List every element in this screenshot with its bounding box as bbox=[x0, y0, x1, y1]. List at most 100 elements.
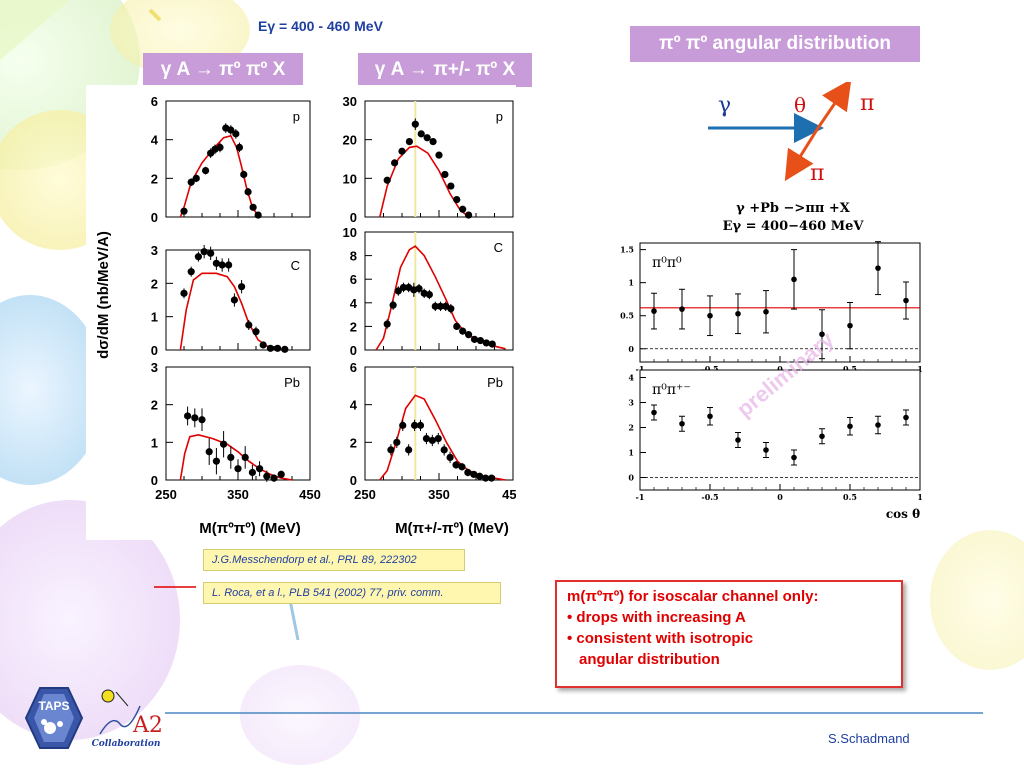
data-point bbox=[875, 422, 881, 428]
x-tick-label: -0.5 bbox=[701, 364, 718, 374]
panel-label-pipm-pi0: γ A → π+/- πº X bbox=[358, 53, 532, 87]
y-tick-label: 8 bbox=[350, 249, 357, 264]
data-point bbox=[263, 472, 271, 480]
y-tick-label: 2 bbox=[628, 423, 634, 433]
channel-label: π⁰π⁺⁻ bbox=[652, 382, 691, 398]
data-point bbox=[235, 143, 244, 151]
data-point bbox=[387, 446, 395, 454]
data-point bbox=[207, 249, 215, 257]
data-point bbox=[232, 130, 240, 138]
data-point bbox=[202, 167, 210, 175]
data-point bbox=[259, 341, 267, 349]
data-point bbox=[249, 203, 257, 211]
theta-symbol: θ bbox=[794, 93, 806, 117]
data-point bbox=[252, 328, 260, 336]
panel-label-pi0pi0: γ A → πº πº X bbox=[143, 53, 303, 87]
data-point bbox=[476, 472, 484, 480]
panel-frame bbox=[364, 100, 514, 218]
reference-messchendorp: J.G.Messchendorp et al., PRL 89, 222302 bbox=[203, 549, 465, 571]
data-point bbox=[180, 289, 188, 297]
data-point bbox=[435, 151, 443, 159]
data-point bbox=[422, 434, 431, 443]
data-point bbox=[447, 305, 455, 313]
data-point bbox=[464, 468, 472, 477]
angular-frame bbox=[639, 369, 921, 491]
data-point bbox=[227, 453, 235, 461]
data-point bbox=[791, 454, 797, 461]
data-point bbox=[431, 302, 439, 310]
data-point bbox=[707, 312, 713, 319]
data-point bbox=[184, 412, 192, 420]
nucleus-label: p bbox=[496, 109, 503, 124]
data-point bbox=[459, 327, 467, 335]
theory-legend-line bbox=[154, 586, 196, 588]
y-tick-label: 0 bbox=[628, 344, 634, 354]
data-point bbox=[277, 470, 285, 478]
data-point bbox=[220, 440, 228, 448]
angular-x-label: cos θ bbox=[886, 507, 920, 521]
data-point bbox=[465, 331, 473, 339]
data-point bbox=[398, 147, 406, 155]
data-point bbox=[465, 211, 473, 219]
pion-arrow-down bbox=[784, 127, 820, 182]
y-tick-label: 3 bbox=[151, 243, 158, 258]
panel-pb-4: 0 1 2 3 250 350 450 Pb bbox=[151, 360, 321, 502]
data-point bbox=[191, 414, 199, 422]
angular-panel-1: 0 1 2 3 4 -1 -0.5 0 0.5 1 π⁰π⁺⁻ bbox=[628, 369, 923, 502]
pi-symbol-bottom: π bbox=[810, 161, 824, 186]
data-point bbox=[274, 344, 282, 352]
x-tick-label: 0.5 bbox=[843, 364, 857, 374]
data-point bbox=[200, 248, 208, 256]
data-point bbox=[411, 120, 419, 128]
data-point bbox=[416, 421, 425, 429]
y-tick-label: 30 bbox=[343, 94, 357, 109]
panel-c-3: 0 2 4 6 8 10 C bbox=[343, 225, 514, 358]
data-point bbox=[429, 138, 437, 146]
x-axis-label-right: M(π+/-πº) (MeV) bbox=[395, 520, 509, 537]
pi-symbol-top: π bbox=[860, 91, 874, 116]
x-tick-label: 450 bbox=[299, 487, 321, 502]
y-tick-label: 1 bbox=[151, 435, 158, 450]
data-point bbox=[399, 283, 408, 292]
x-tick-label: 250 bbox=[354, 487, 376, 502]
y-tick-label: 6 bbox=[350, 272, 357, 287]
y-tick-label: 1 bbox=[628, 278, 634, 288]
data-point bbox=[405, 138, 413, 146]
conclusion-line-1: m(πºπº) for isoscalar channel only: bbox=[567, 588, 819, 605]
y-tick-label: 2 bbox=[350, 435, 357, 450]
conclusion-box: m(πºπº) for isoscalar channel only: • dr… bbox=[555, 580, 903, 688]
data-point bbox=[389, 301, 397, 309]
data-point bbox=[434, 434, 442, 443]
data-point bbox=[218, 261, 226, 269]
y-tick-label: 10 bbox=[343, 171, 357, 186]
data-point bbox=[238, 283, 246, 291]
data-point bbox=[482, 474, 490, 482]
data-point bbox=[205, 448, 213, 456]
y-tick-label: 1 bbox=[151, 310, 158, 325]
y-tick-label: 0 bbox=[151, 473, 158, 488]
x-tick-label: -1 bbox=[636, 492, 645, 502]
panel-frame bbox=[364, 231, 514, 351]
conclusion-line-2: • drops with increasing A bbox=[567, 609, 746, 626]
theory-curve bbox=[179, 272, 289, 351]
conclusion-line-3: • consistent with isotropic bbox=[567, 630, 754, 647]
data-point bbox=[216, 143, 224, 151]
data-point bbox=[763, 308, 769, 315]
data-point bbox=[735, 437, 741, 443]
y-tick-label: 0 bbox=[350, 210, 357, 225]
y-tick-label: 6 bbox=[151, 94, 158, 109]
y-tick-label: 10 bbox=[343, 225, 357, 240]
data-point bbox=[679, 420, 685, 427]
kinematics-diagram: γ θ π π bbox=[708, 82, 874, 186]
conclusion-line-4: angular distribution bbox=[579, 651, 720, 668]
reference-roca: L. Roca, et a l., PLB 541 (2002) 77, pri… bbox=[203, 582, 501, 604]
angular-distribution-label: πº πº angular distribution bbox=[630, 26, 920, 62]
x-tick-label: -0.5 bbox=[701, 492, 718, 502]
data-point bbox=[440, 446, 448, 454]
panel-c-2: 0 1 2 3 C bbox=[151, 243, 311, 358]
data-point bbox=[234, 465, 242, 473]
y-tick-label: 2 bbox=[350, 319, 357, 334]
taps-logo-text: TAPS bbox=[38, 699, 69, 713]
x-tick-label: 0 bbox=[777, 492, 783, 502]
